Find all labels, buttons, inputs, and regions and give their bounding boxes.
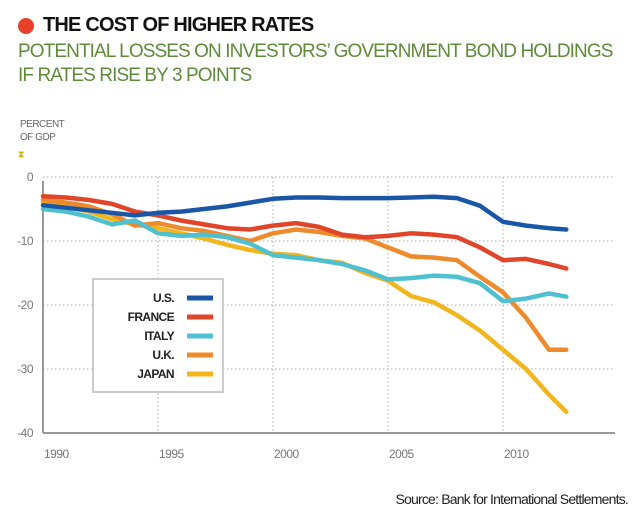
chart-title: THE COST OF HIGHER RATES (43, 14, 314, 36)
y-axis-label: PERCENT OF GDP (20, 118, 65, 144)
x-tick-label: 2010 (504, 447, 530, 461)
x-tick-label: 1990 (44, 447, 70, 461)
y-tick-label: 0 (27, 170, 34, 184)
axes (42, 181, 615, 434)
series-line-us (40, 194, 569, 232)
y-tick-label: -40 (17, 426, 34, 440)
title-row: THE COST OF HIGHER RATES (18, 14, 314, 37)
legend-label: U.K. (152, 348, 174, 362)
series-line-uk (40, 197, 569, 353)
legend-label: U.S. (153, 291, 174, 305)
tick-labels: 0 -10 -20 -30 -40 1990 1995 2000 2005 2010 (17, 170, 530, 461)
chart-subtitle: POTENTIAL LOSSES ON INVESTORS’ GOVERNMEN… (18, 41, 613, 86)
y-axis-label-line-1: PERCENT (20, 119, 65, 130)
y-tick-label: -10 (17, 234, 34, 248)
series-line-italy (40, 206, 569, 304)
y-tick-label: -30 (17, 362, 34, 376)
legend-label: FRANCE (128, 310, 175, 324)
title-bullet-icon (18, 17, 34, 34)
series-line-france (40, 193, 569, 271)
x-tick-label: 1995 (159, 447, 185, 461)
series-lines (40, 193, 569, 415)
legend: U.S. FRANCE ITALY U.K. JAPAN (92, 278, 224, 393)
legend-label: JAPAN (137, 367, 174, 381)
x-tick-label: 2005 (389, 447, 415, 461)
axis-marker-icon: ⧗ (18, 149, 25, 159)
legend-label: ITALY (144, 329, 174, 343)
y-axis-label-line-2: OF GDP (20, 132, 56, 143)
y-tick-label: -20 (17, 298, 34, 312)
x-tick-label: 2000 (274, 447, 300, 461)
source-note: Source: Bank for International Settlemen… (395, 491, 628, 507)
